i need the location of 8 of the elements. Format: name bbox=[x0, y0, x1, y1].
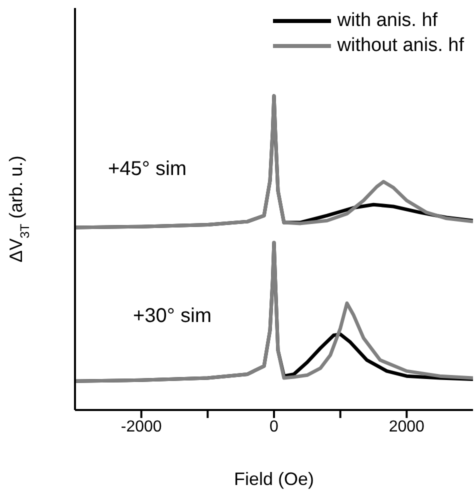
x-tick-label: 2000 bbox=[388, 418, 425, 436]
legend-label: without anis. hf bbox=[337, 34, 464, 58]
x-tick-label: -2000 bbox=[120, 418, 162, 436]
annotation: +30° sim bbox=[133, 305, 212, 328]
x-tick-label: 0 bbox=[270, 418, 279, 436]
x-axis-title: Field (Oe) bbox=[234, 469, 314, 489]
annotation: +45° sim bbox=[108, 158, 187, 181]
legend-label: with anis. hf bbox=[337, 9, 438, 33]
